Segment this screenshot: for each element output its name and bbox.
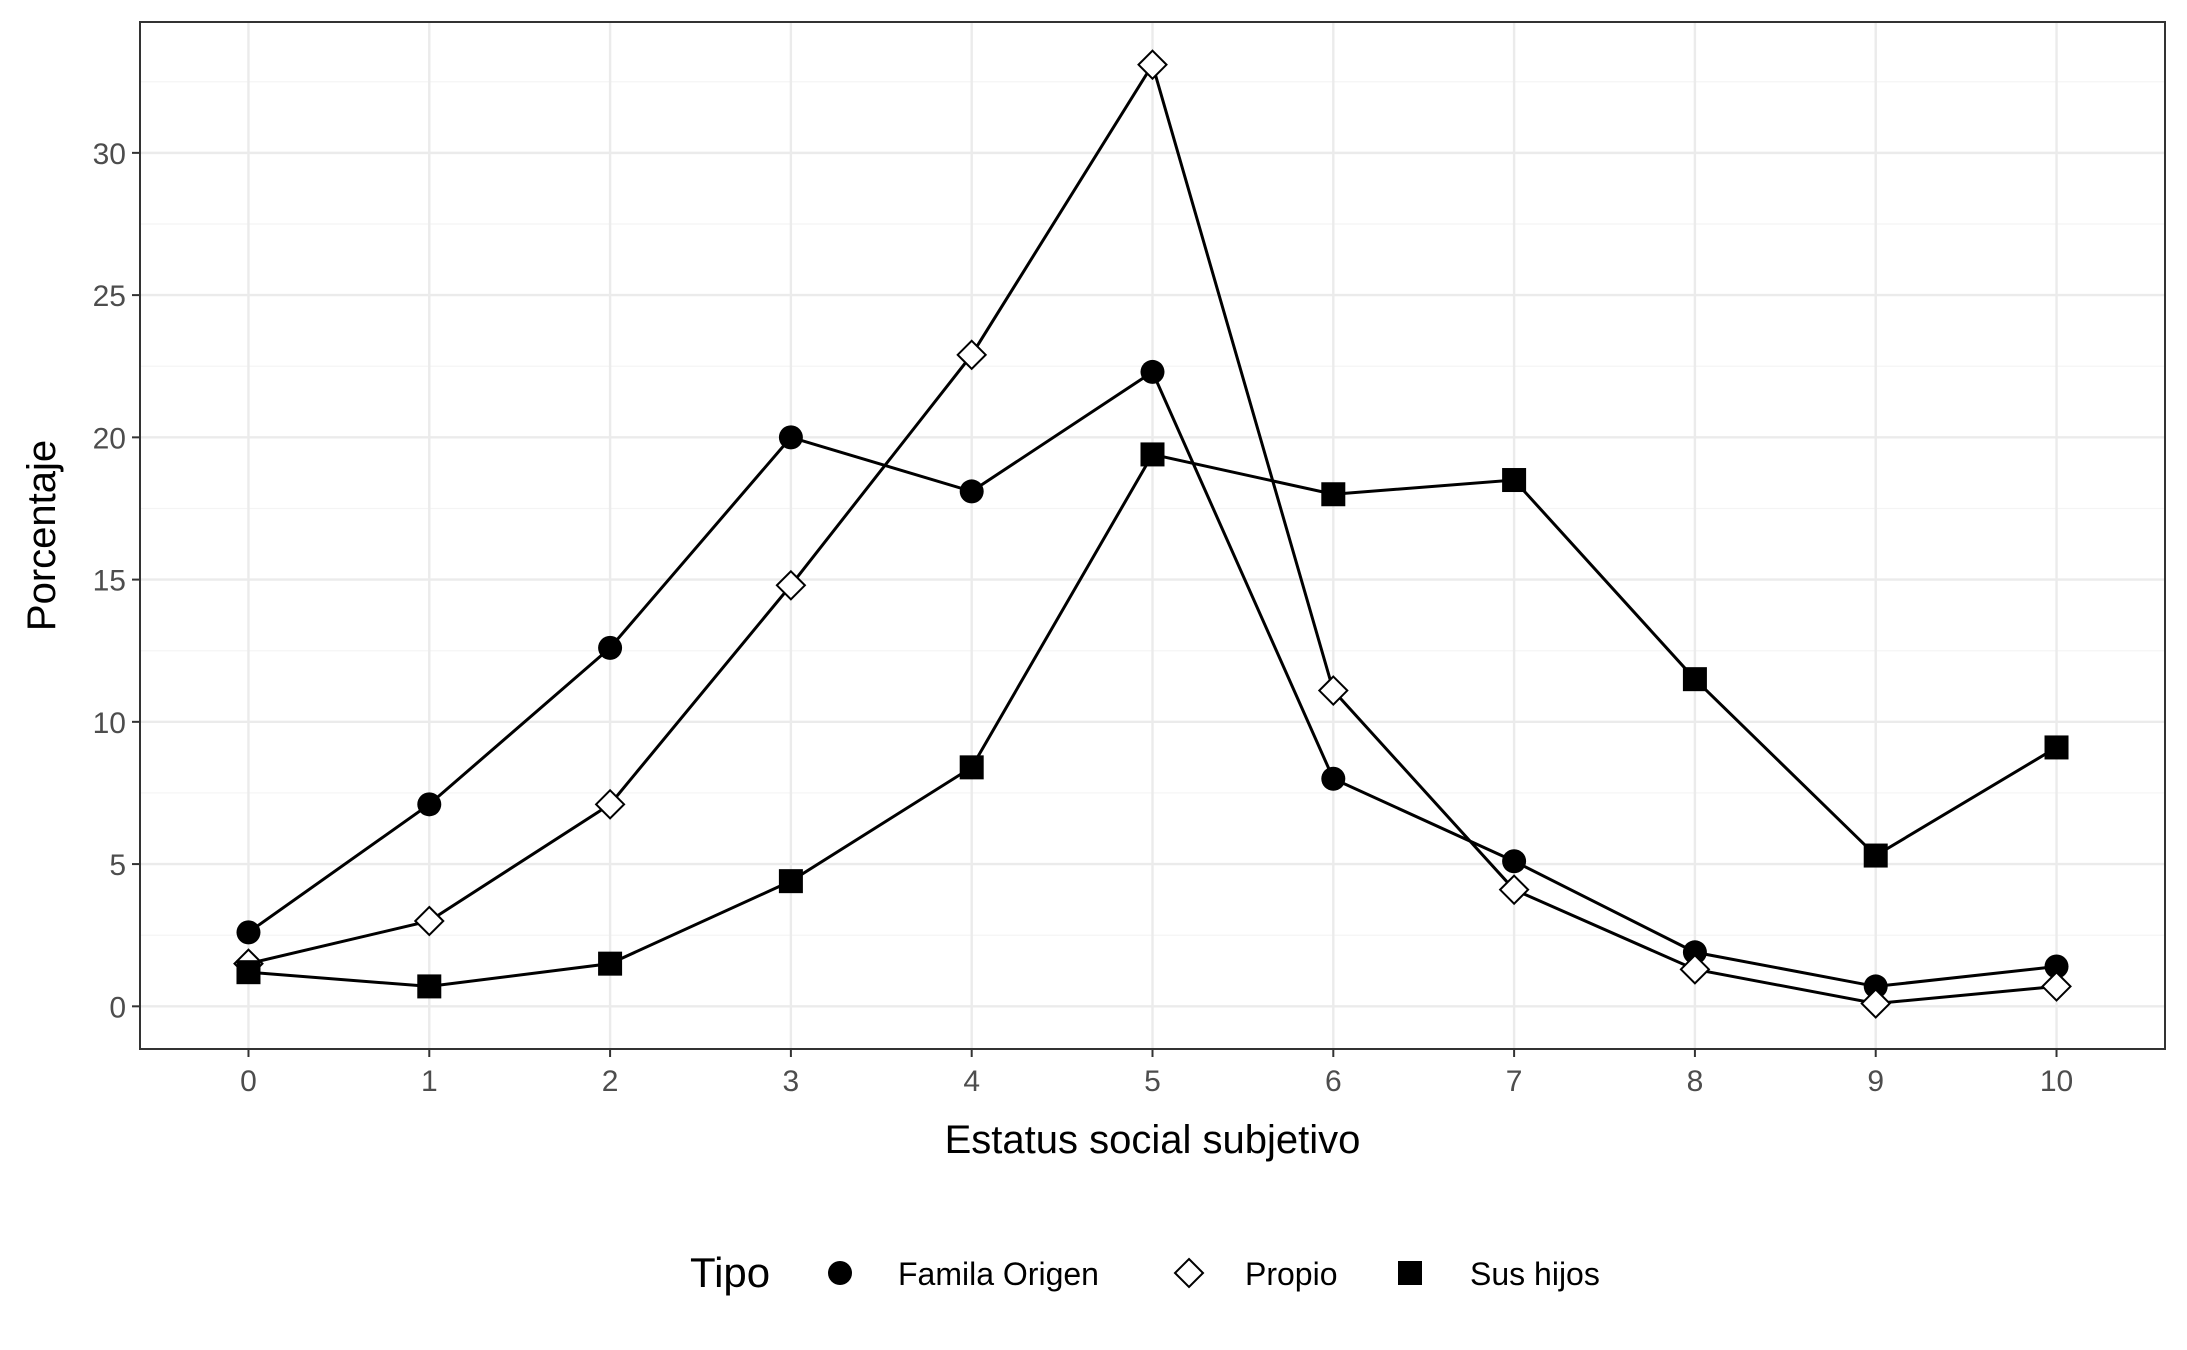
data-point-famila-origen [417,792,442,817]
y-tick-label: 5 [109,849,126,882]
data-point-famila-origen [236,920,261,945]
data-point-propio [956,339,988,371]
legend-label-famila-origen: Famila Origen [898,1256,1099,1292]
data-point-propio [2041,970,2072,1002]
legend-key-propio [1173,1257,1205,1289]
legend-label-sus-hijos: Sus hijos [1470,1256,1600,1292]
data-point-sus-hijos [2044,735,2069,760]
data-point-propio [1860,988,1892,1019]
data-point-famila-origen [959,479,984,504]
x-tick-label: 8 [1687,1065,1704,1098]
data-point-famila-origen [1863,974,1888,999]
x-tick-label: 4 [963,1065,980,1098]
data-point-propio [413,905,445,937]
legend-key-famila-origen [828,1261,852,1285]
x-tick-label: 3 [783,1065,800,1098]
legend-label-propio: Propio [1245,1256,1338,1292]
y-tick-label: 30 [93,138,126,171]
series-points [233,49,2072,1019]
y-tick-label: 15 [93,565,126,598]
x-tick-label: 2 [602,1065,619,1098]
data-point-sus-hijos [778,869,803,894]
data-point-famila-origen [1502,849,1527,874]
data-point-sus-hijos [1321,482,1346,507]
y-axis-title: Porcentaje [20,440,64,631]
grid-major [140,22,2165,1049]
data-point-sus-hijos [1502,468,1527,493]
data-point-sus-hijos [417,974,442,999]
legend-title: Tipo [690,1249,770,1296]
x-axis-title: Estatus social subjetivo [945,1118,1361,1162]
data-point-famila-origen [1140,359,1165,384]
y-axis: 0 5 10 15 20 25 30 [93,138,140,1024]
data-point-propio [1317,675,1349,706]
x-tick-label: 0 [240,1065,257,1098]
x-tick-label: 6 [1325,1065,1342,1098]
legend-key-sus-hijos [1398,1261,1422,1285]
data-point-sus-hijos [1863,843,1888,868]
data-point-sus-hijos [236,960,261,985]
x-tick-label: 10 [2040,1065,2073,1098]
data-point-famila-origen [1321,766,1346,791]
x-tick-label: 1 [421,1065,438,1098]
data-point-sus-hijos [1682,667,1707,692]
x-tick-label: 7 [1506,1065,1523,1098]
data-point-famila-origen [598,635,623,660]
y-tick-label: 20 [93,422,126,455]
data-point-propio [775,569,807,601]
x-tick-label: 5 [1144,1065,1161,1098]
data-point-propio [1137,49,1168,81]
data-point-sus-hijos [598,951,623,976]
x-tick-label: 9 [1867,1065,1884,1098]
data-point-famila-origen [2044,954,2069,979]
y-tick-label: 10 [93,707,126,740]
data-point-famila-origen [778,425,803,450]
legend: Tipo Famila Origen Propio Sus hijos [690,1249,1600,1296]
y-tick-label: 0 [109,991,126,1024]
data-point-sus-hijos [1140,442,1165,467]
y-tick-label: 25 [93,280,126,313]
data-point-propio [594,788,626,820]
data-point-sus-hijos [959,755,984,780]
data-point-famila-origen [1682,940,1707,965]
data-point-propio [1679,953,1711,985]
x-axis: 0 1 2 3 4 5 6 7 8 9 10 [240,1049,2073,1098]
data-point-propio [1498,874,1530,906]
